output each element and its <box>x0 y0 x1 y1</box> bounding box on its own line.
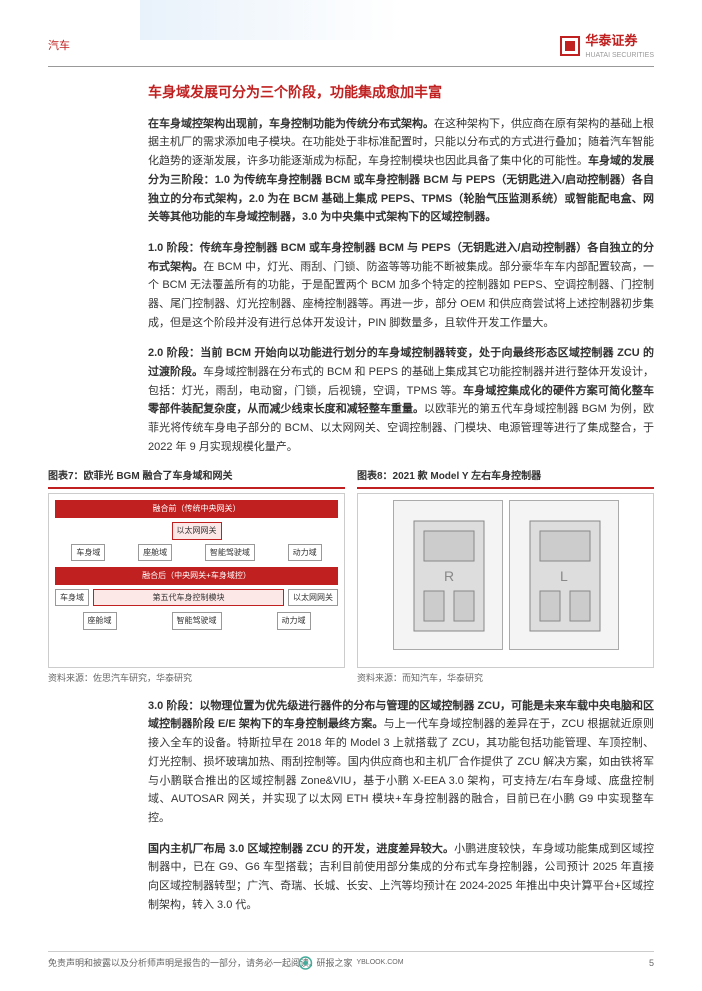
fig7-band1-sub: 以太网网关 <box>172 522 222 540</box>
fig7-r1-0: 车身域 <box>71 544 105 562</box>
paragraph-5: 国内主机厂布局 3.0 区域控制器 ZCU 的开发，进度差异较大。小鹏进度较快，… <box>148 840 654 915</box>
fig7-row2b: 座舱域 智能驾驶域 动力域 <box>55 612 338 630</box>
controller-icon: R <box>394 501 504 651</box>
brand-logo: 华泰证券 HUATAI SECURITIES <box>559 30 654 62</box>
footer-center-url: YBLOOK.COM <box>356 957 403 969</box>
fig7-r2a-1: 第五代车身控制模块 <box>93 589 284 607</box>
paragraph-1: 在车身域控架构出现前，车身控制功能为传统分布式架构。在这种架构下，供应商在原有架… <box>148 115 654 227</box>
watermark-icon <box>298 956 312 970</box>
fig8-right-unit: L <box>509 500 619 650</box>
page-footer: 免责声明和披露以及分析师声明是报告的一部分，请务必一起阅读。 研报之家 YBLO… <box>48 951 654 971</box>
footer-disclaimer: 免责声明和披露以及分析师声明是报告的一部分，请务必一起阅读。 <box>48 956 318 971</box>
fig7-row2a: 车身域 第五代车身控制模块 以太网网关 <box>55 589 338 607</box>
svg-text:R: R <box>444 568 454 584</box>
p5-lead: 国内主机厂布局 3.0 区域控制器 ZCU 的开发，进度差异较大。 <box>148 843 454 855</box>
paragraph-4: 3.0 阶段：以物理位置为优先级进行器件的分布与管理的区域控制器 ZCU，可能是… <box>148 697 654 828</box>
fig7-band2: 融合后（中央网关+车身域控） <box>55 567 338 585</box>
footer-center-text: 研报之家 <box>316 956 352 971</box>
fig7-band1: 融合前（传统中央网关） <box>55 500 338 518</box>
fig8-left-unit: R <box>393 500 503 650</box>
figure-7: 图表7：欧菲光 BGM 融合了车身域和网关 融合前（传统中央网关） 以太网网关 … <box>48 468 345 686</box>
fig7-r2b-1: 智能驾驶域 <box>172 612 222 630</box>
p1-lead: 在车身域控架构出现前，车身控制功能为传统分布式架构。 <box>148 118 434 130</box>
fig8-source: 资料来源：而知汽车，华泰研究 <box>357 671 654 686</box>
section-title: 车身域发展可分为三个阶段，功能集成愈加丰富 <box>148 81 654 105</box>
fig7-body: 融合前（传统中央网关） 以太网网关 车身域 座舱域 智能驾驶域 动力域 融合后（… <box>48 493 345 668</box>
fig7-title: 图表7：欧菲光 BGM 融合了车身域和网关 <box>48 468 345 489</box>
svg-text:L: L <box>560 568 568 584</box>
logo-text: 华泰证券 <box>585 33 637 48</box>
figure-row: 图表7：欧菲光 BGM 融合了车身域和网关 融合前（传统中央网关） 以太网网关 … <box>48 468 654 686</box>
page-header: 汽车 华泰证券 HUATAI SECURITIES <box>48 30 654 67</box>
figure-8: 图表8：2021 款 Model Y 左右车身控制器 R <box>357 468 654 686</box>
fig7-r2b-0: 座舱域 <box>83 612 117 630</box>
fig8-title: 图表8：2021 款 Model Y 左右车身控制器 <box>357 468 654 489</box>
fig7-r2a-0: 车身域 <box>55 589 89 607</box>
category-label: 汽车 <box>48 37 70 56</box>
page-container: 汽车 华泰证券 HUATAI SECURITIES 车身域发展可分为三个阶段，功… <box>0 0 702 966</box>
p4-body: 与上一代车身域控制器的差异在于，ZCU 根据就近原则接入全车的设备。特斯拉早在 … <box>148 718 654 823</box>
fig7-r2b-2: 动力域 <box>277 612 311 630</box>
fig7-row1: 车身域 座舱域 智能驾驶域 动力域 <box>55 544 338 562</box>
logo-icon <box>559 35 581 57</box>
page-number: 5 <box>649 956 654 971</box>
paragraph-3: 2.0 阶段：当前 BCM 开始向以功能进行划分的车身域控制器转变，处于向最终形… <box>148 344 654 456</box>
fig7-source: 资料来源：佐思汽车研究，华泰研究 <box>48 671 345 686</box>
logo-subtext: HUATAI SECURITIES <box>585 50 654 62</box>
fig7-r2a-2: 以太网网关 <box>288 589 338 607</box>
paragraph-2: 1.0 阶段：传统车身控制器 BCM 或车身控制器 BCM 与 PEPS（无钥匙… <box>148 239 654 332</box>
fig7-r1-3: 动力域 <box>288 544 322 562</box>
fig7-r1-2: 智能驾驶域 <box>205 544 255 562</box>
fig8-body: R L <box>357 493 654 668</box>
footer-watermark: 研报之家 YBLOOK.COM <box>298 956 403 971</box>
p2-body: 在 BCM 中，灯光、雨刮、门锁、防盗等等功能不断被集成。部分豪华车车内部配置较… <box>148 261 654 329</box>
fig7-r1-1: 座舱域 <box>138 544 172 562</box>
controller-icon: L <box>510 501 620 651</box>
